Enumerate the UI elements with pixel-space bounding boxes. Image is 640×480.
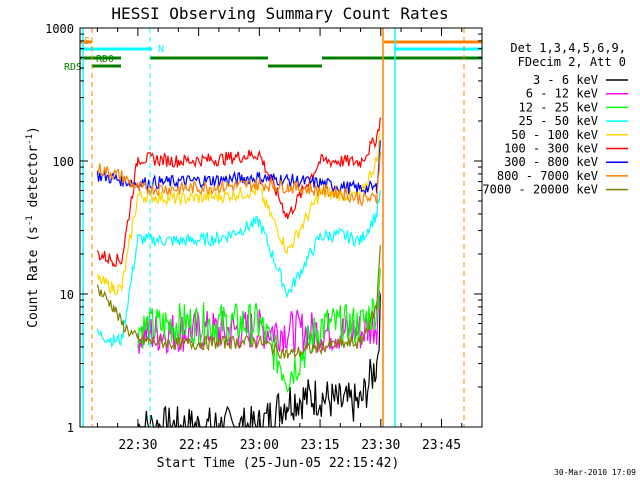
legend-label: 800 - 7000 keV — [497, 169, 598, 183]
legend-label: 7000 - 20000 keV — [482, 183, 598, 197]
y-tick-label: 1 — [67, 421, 74, 435]
x-axis-ticks: 22:30 22:45 23:00 23:15 23:30 23:45 — [96, 28, 463, 453]
marker-lines — [82, 28, 465, 427]
legend-label: 3 - 6 keV — [533, 73, 598, 87]
legend-header-line2: FDecim 2, Att 0 — [518, 55, 626, 69]
flag-label-rd0: RD0 — [96, 54, 114, 65]
y-tick-label: 10 — [60, 288, 74, 302]
series-line-5 — [96, 117, 381, 267]
y-axis-label: Count Rate (s-1 detector-1) — [25, 126, 41, 328]
legend-label: 6 - 12 keV — [526, 87, 598, 101]
legend-label: 25 - 50 keV — [519, 114, 598, 128]
legend-header-line1: Det 1,3,4,5,6,9, — [510, 41, 626, 55]
flag-label-n: N — [158, 44, 164, 55]
x-tick-label: 23:45 — [422, 438, 461, 453]
series-line-3 — [96, 190, 381, 349]
legend-label: 300 - 800 keV — [504, 155, 598, 169]
x-axis-label: Start Time (25-Jun-05 22:15:42) — [157, 456, 400, 471]
series-line-2 — [137, 268, 381, 393]
x-tick-label: 22:45 — [179, 438, 218, 453]
legend-label: 50 - 100 keV — [511, 128, 598, 142]
flag-label-rds: RDS — [64, 62, 82, 73]
y-tick-label: 100 — [52, 155, 74, 169]
plot-frame — [79, 27, 483, 428]
legend-label: 100 - 300 keV — [504, 142, 598, 156]
series-line-8 — [96, 245, 381, 359]
legend: Det 1,3,4,5,6,9, FDecim 2, Att 0 3 - 6 k… — [482, 41, 628, 197]
chart-title: HESSI Observing Summary Count Rates — [111, 4, 448, 23]
x-tick-label: 22:30 — [118, 438, 157, 453]
flag-label-s: S — [84, 36, 90, 47]
x-tick-label: 23:15 — [300, 438, 339, 453]
y-axis-ticks: 1 10 100 1000 — [45, 22, 482, 435]
series-layer — [96, 117, 381, 430]
series-line-1 — [137, 290, 381, 354]
legend-label: 12 - 25 keV — [519, 100, 598, 114]
x-tick-label: 23:30 — [361, 438, 400, 453]
y-tick-label: 1000 — [45, 22, 74, 36]
footer-timestamp: 30-Mar-2010 17:09 — [554, 468, 636, 477]
x-tick-label: 23:00 — [240, 438, 279, 453]
series-line-7 — [96, 152, 381, 208]
